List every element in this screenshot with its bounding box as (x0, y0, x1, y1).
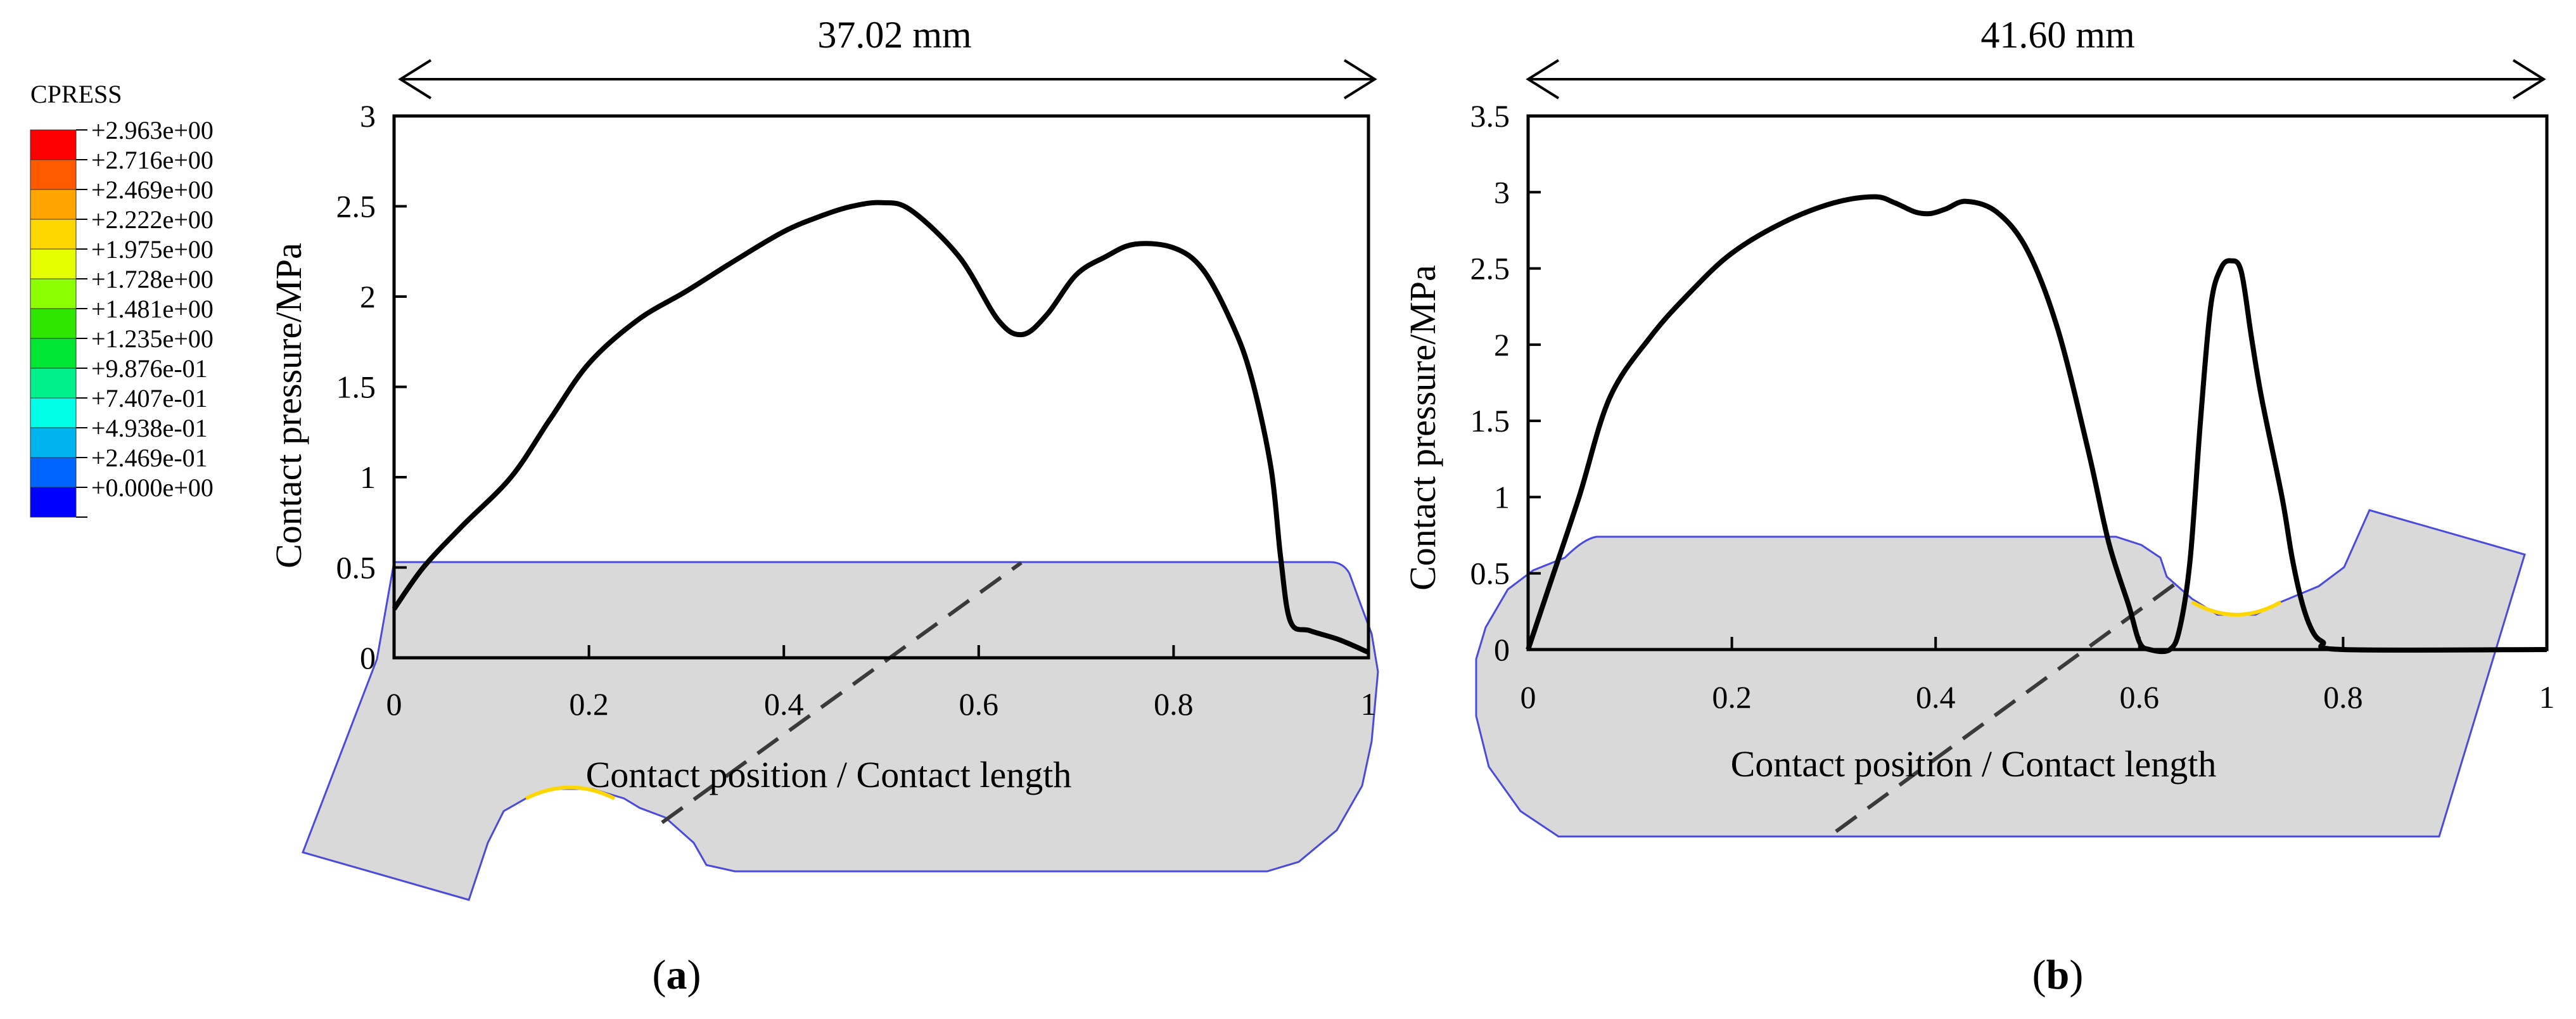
legend-swatches (30, 129, 87, 518)
panel-label-a: (a) (653, 952, 701, 998)
y-tick-label: 0.5 (1470, 556, 1510, 591)
x-tick-label: 0.4 (1916, 679, 1956, 715)
ticks-a: 0 0.2 0.4 0.6 0.8 1 0 0.5 1 1.5 2 2.5 3 (336, 98, 1377, 722)
dimension-label-b: 41.60 mm (1980, 14, 2134, 56)
legend-label: +2.963e+00 (91, 116, 214, 144)
series-line (1526, 194, 2547, 655)
x-tick-label: 0.4 (764, 686, 804, 722)
legend-swatch (30, 248, 77, 279)
panel-a: 37.02 mm 0 0.2 0.4 0.6 0.8 1 0 0.5 1 1.5 2 2.5 3 Con… (268, 14, 1379, 998)
legend-title: CPRESS (30, 80, 122, 108)
pressure-curve-b (1526, 194, 2547, 655)
legend-label: +1.728e+00 (91, 265, 214, 293)
legend-swatch (30, 219, 77, 250)
y-tick-label: 2 (360, 279, 376, 314)
panel-b: 41.60 mm 0 0.2 0.4 0.6 0.8 100.511.522.533.5 … (1402, 14, 2555, 998)
series-line (392, 200, 1370, 655)
y-tick-label: 2.5 (336, 189, 376, 224)
y-tick-label: 3 (1494, 174, 1510, 210)
legend-label: +1.235e+00 (91, 324, 214, 353)
cpress-legend: CPRESS +2.963e+00+2.716e+00+2.469e+00+2.… (30, 80, 214, 518)
legend-swatch (30, 278, 77, 309)
legend-swatch (30, 368, 77, 399)
legend-label: +2.469e-01 (91, 444, 208, 472)
x-tick-label: 0.6 (959, 686, 999, 722)
legend-label: +1.481e+00 (91, 295, 214, 323)
legend-swatch (30, 487, 77, 518)
dimension-label-a: 37.02 mm (817, 14, 971, 56)
y-tick-label: 1 (1494, 479, 1510, 515)
y-tick-label: 3.5 (1470, 98, 1510, 134)
x-tick-label: 0.2 (1712, 679, 1752, 715)
legend-label: +1.975e+00 (91, 235, 214, 264)
legend-swatch (30, 308, 77, 339)
y-axis-title-a: Contact pressure/MPa (268, 243, 309, 568)
y-tick-label: 1.5 (1470, 403, 1510, 439)
fe-contact-shape-b (1475, 509, 2526, 838)
legend-label: +7.407e-01 (91, 384, 208, 413)
x-tick-label: 0.8 (2323, 679, 2363, 715)
x-tick-label: 0.2 (569, 686, 609, 722)
legend-label: +2.222e+00 (91, 205, 214, 234)
y-tick-label: 0 (1494, 632, 1510, 667)
dimension-arrow-b: 41.60 mm (1526, 14, 2546, 99)
y-tick-label: 0 (360, 640, 376, 676)
dimension-arrow-a: 37.02 mm (398, 14, 1377, 99)
y-tick-label: 1.5 (336, 369, 376, 405)
y-tick-label: 2 (1494, 327, 1510, 362)
legend-swatch (30, 129, 77, 160)
legend-label: +9.876e-01 (91, 354, 208, 383)
x-tick-label: 0 (386, 686, 402, 722)
legend-labels: +2.963e+00+2.716e+00+2.469e+00+2.222e+00… (91, 116, 214, 502)
y-tick-label: 1 (360, 459, 376, 495)
legend-swatch (30, 397, 77, 428)
x-tick-label: 1 (2539, 679, 2555, 715)
legend-label: +2.716e+00 (91, 146, 214, 174)
ticks-b: 0 0.2 0.4 0.6 0.8 1 0 0.5 1 1.5 2 2.5 3 3.5 (1470, 98, 2555, 715)
legend-swatch (30, 427, 77, 458)
x-tick-label: 0.6 (2120, 679, 2160, 715)
x-axis-title-a: Contact position / Contact length (586, 754, 1072, 795)
y-axis-title-b: Contact pressure/MPa (1402, 265, 1443, 591)
x-tick-label: 0 (1521, 679, 1536, 715)
y-tick-label: 2.5 (1470, 251, 1510, 286)
plot-frame-b (1526, 114, 2549, 651)
x-tick-label: 1 (1361, 686, 1377, 722)
x-tick-label: 0.8 (1154, 686, 1194, 722)
y-tick-label: 0.5 (336, 550, 376, 586)
legend-label: +0.000e+00 (91, 473, 214, 502)
legend-swatch (30, 189, 77, 220)
legend-swatch (30, 457, 77, 488)
legend-swatch (30, 338, 77, 369)
panel-label-b: (b) (2032, 952, 2084, 998)
legend-label: +2.469e+00 (91, 176, 214, 204)
fe-contact-shape-a (302, 560, 1379, 901)
legend-label: +4.938e-01 (91, 414, 208, 442)
pressure-curve-a (392, 200, 1370, 655)
x-axis-title-b: Contact position / Contact length (1731, 743, 2217, 785)
y-tick-label: 3 (360, 98, 376, 134)
legend-swatch (30, 159, 77, 190)
